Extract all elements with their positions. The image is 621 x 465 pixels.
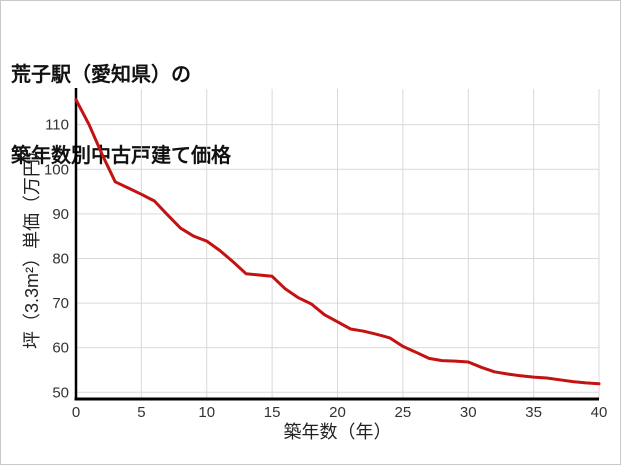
x-axis-label: 築年数（年） [283, 422, 392, 442]
x-tick-label: 5 [137, 404, 145, 421]
x-tick-label: 0 [72, 404, 80, 421]
y-tick-label: 80 [52, 250, 69, 267]
y-tick-label: 60 [52, 340, 69, 357]
y-tick-label: 90 [52, 206, 69, 223]
x-tick-label: 35 [525, 404, 542, 421]
chart-title-line-2: 築年数別中古戸建て価格 [11, 145, 231, 167]
x-tick-label: 10 [198, 404, 215, 421]
y-axis-label: 坪（3.3m²）単価（万円） [22, 141, 42, 350]
y-tick-label: 110 [45, 117, 69, 134]
x-tick-label: 40 [591, 404, 608, 421]
x-tick-label: 20 [329, 404, 346, 421]
y-tick-label: 50 [52, 384, 69, 401]
chart-title: 荒子駅（愛知県）の 築年数別中古戸建て価格 [11, 8, 231, 224]
x-tick-label: 15 [264, 404, 281, 421]
y-tick-label: 100 [44, 161, 69, 178]
x-tick-label: 30 [460, 404, 477, 421]
price-line-series [74, 98, 601, 386]
chart-title-line-1: 荒子駅（愛知県）の [11, 64, 191, 86]
x-tick-label: 25 [395, 404, 412, 421]
y-tick-label: 70 [52, 295, 69, 312]
